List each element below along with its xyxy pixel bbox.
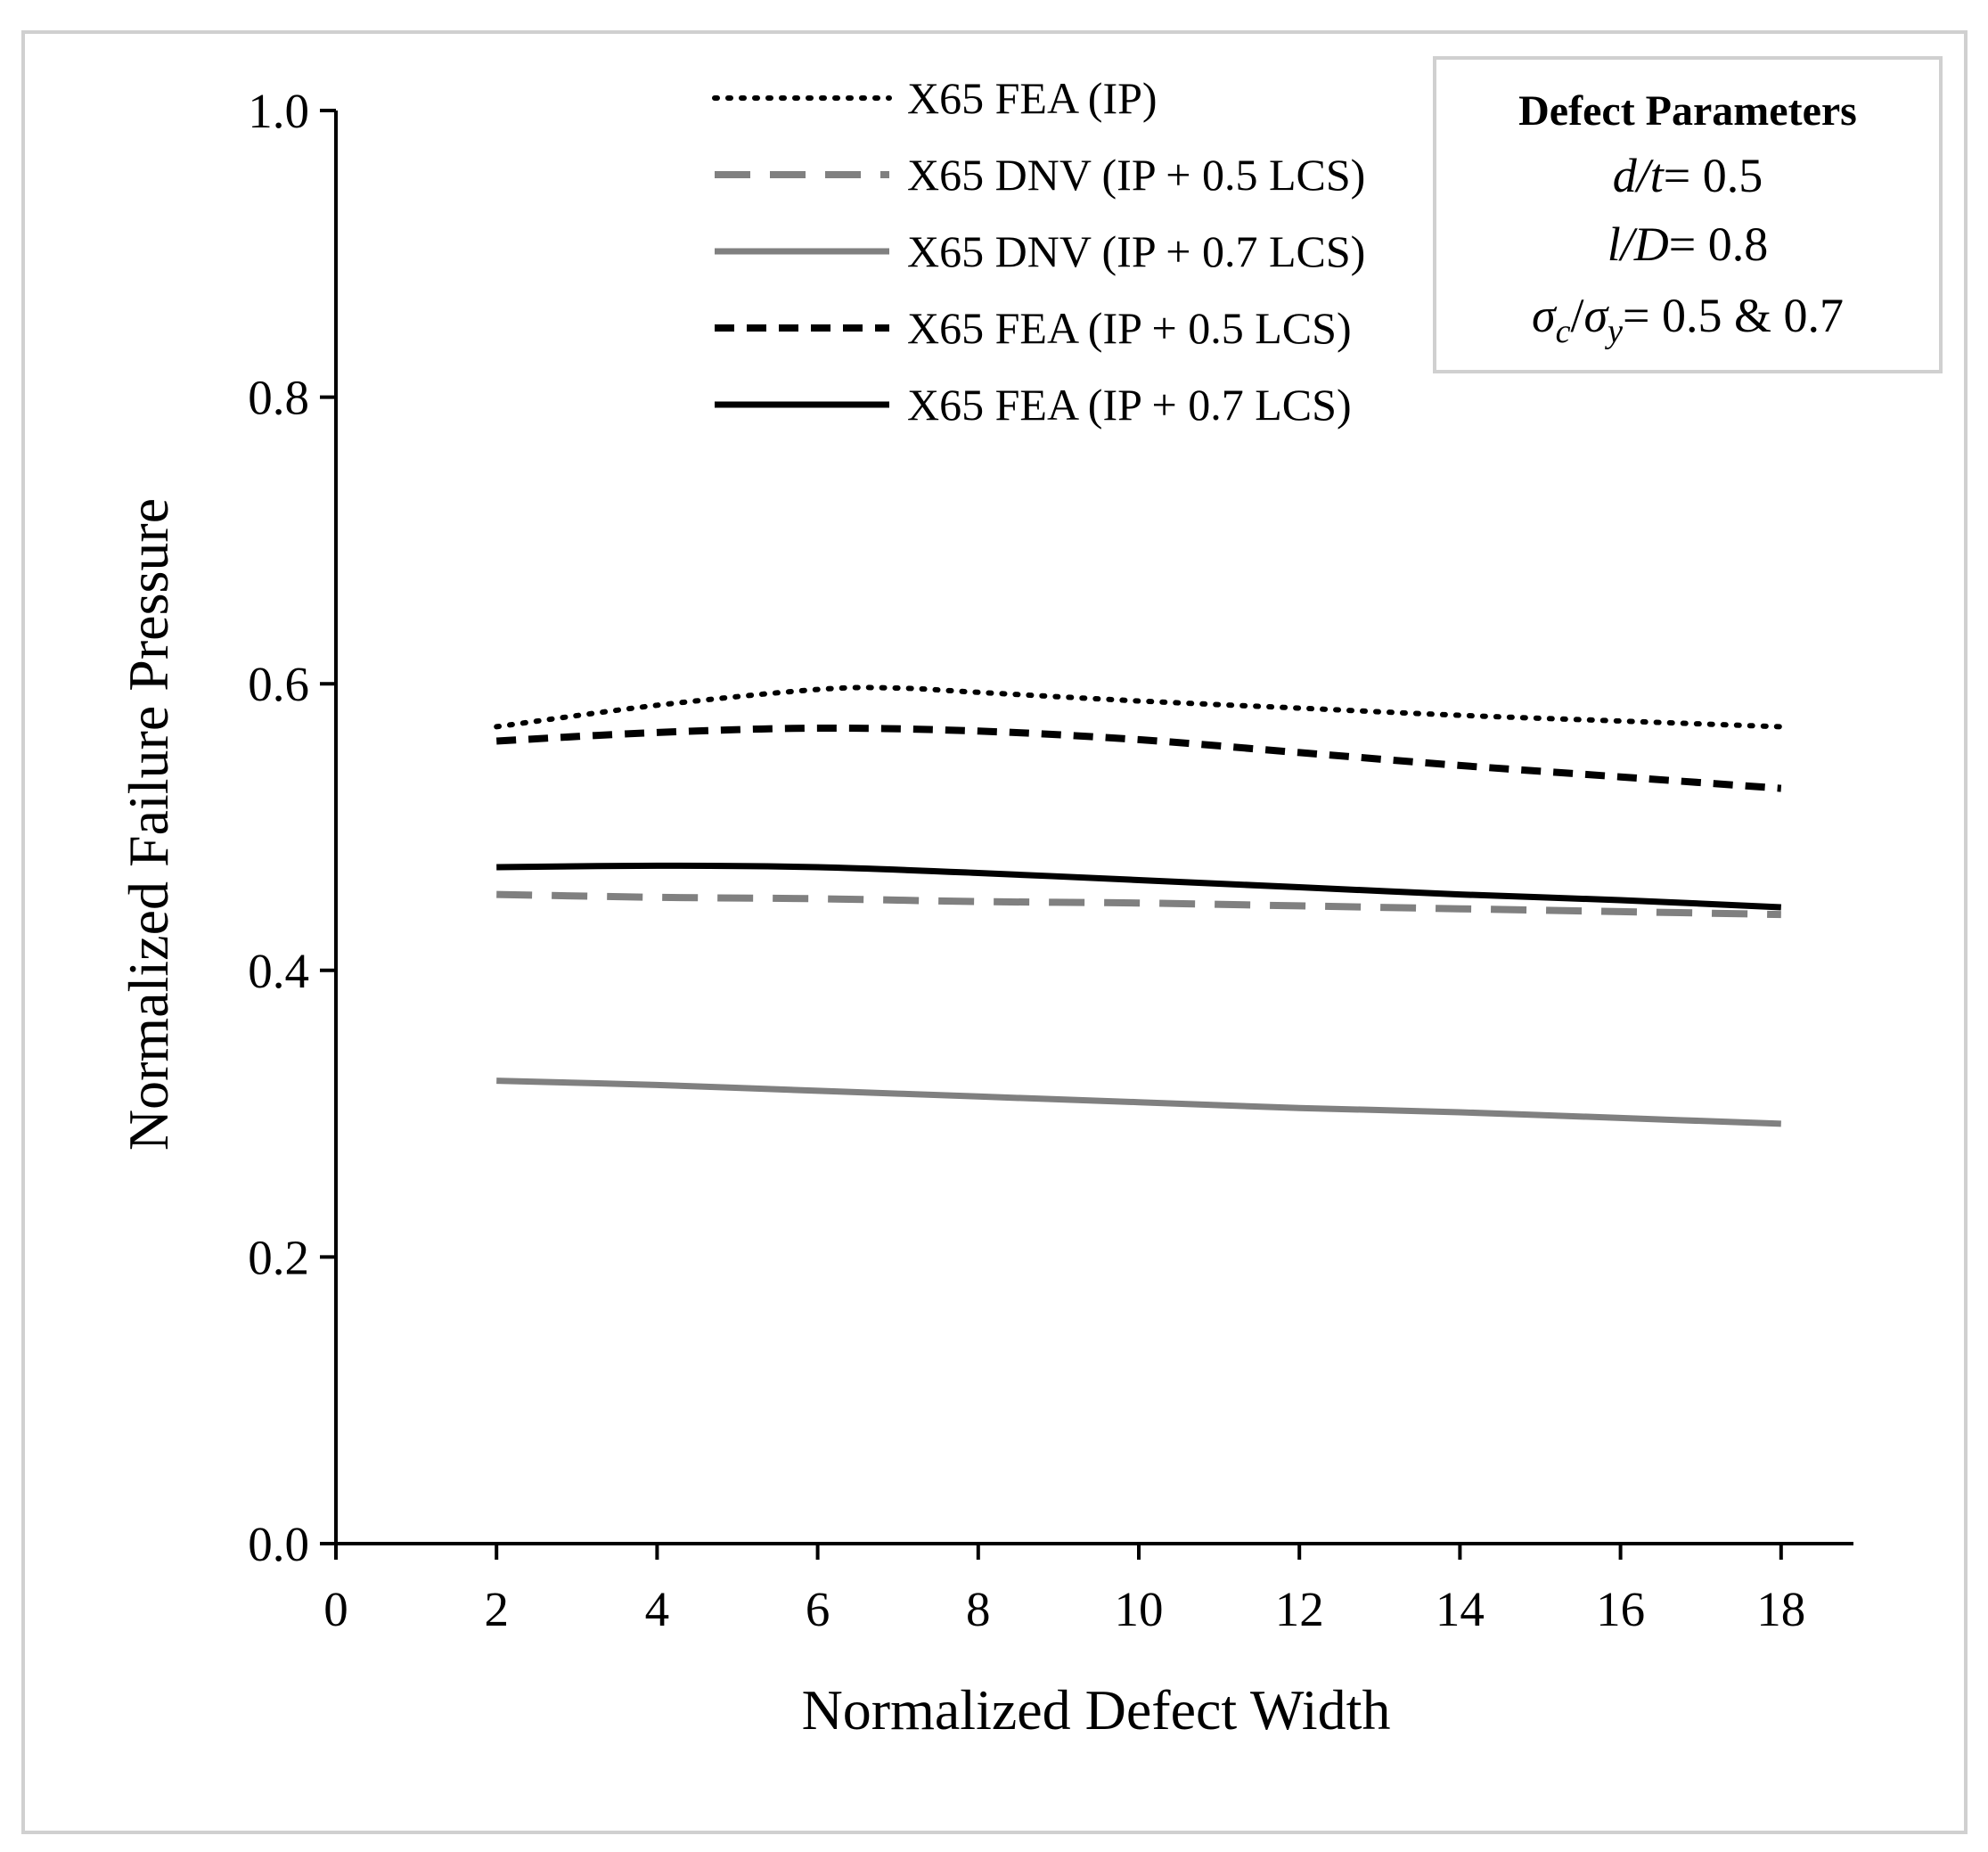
y-tick-label: 0.2 xyxy=(248,1230,309,1284)
legend: X65 FEA (IP) X65 DNV (IP + 0.5 LCS) X65 DN… xyxy=(712,73,1365,430)
param-length-ratio: l/D= 0.8 xyxy=(1608,217,1768,271)
x-tick-label: 14 xyxy=(1436,1582,1485,1636)
y-tick-label: 0.0 xyxy=(248,1517,309,1571)
param-depth-ratio: d/t= 0.5 xyxy=(1613,149,1763,202)
series-layer xyxy=(494,684,1784,1127)
legend-label-x65-fea-ip-0-5-lcs: X65 FEA (IP + 0.5 LCS) xyxy=(907,303,1352,353)
legend-label-x65-fea-ip-0-7-lcs: X65 FEA (IP + 0.7 LCS) xyxy=(907,380,1352,430)
x-tick-label: 18 xyxy=(1756,1582,1805,1636)
x-axis-ticks: 0 2 4 6 8 10 12 14 16 18 xyxy=(323,1544,1805,1636)
defect-parameters-frame xyxy=(1433,56,1943,373)
series-line-x65-fea-ip xyxy=(494,684,1784,730)
series-line-x65-fea-ip-0-5-lcs xyxy=(495,724,1782,792)
y-tick-label: 0.4 xyxy=(248,944,309,998)
x-tick-label: 4 xyxy=(645,1582,670,1636)
x-tick-label: 16 xyxy=(1596,1582,1645,1636)
series-line-x65-dnv-ip-0-5-lcs xyxy=(496,890,1781,919)
x-tick-label: 12 xyxy=(1275,1582,1324,1636)
defect-parameters-box: Defect Parameters d/t= 0.5 l/D= 0.8 σc/σ… xyxy=(1433,56,1943,373)
x-tick-label: 0 xyxy=(323,1582,348,1636)
y-tick-label: 0.6 xyxy=(248,657,309,711)
x-tick-label: 6 xyxy=(806,1582,830,1636)
x-tick-label: 2 xyxy=(484,1582,509,1636)
series-line-x65-dnv-ip-0-7-lcs xyxy=(496,1078,1781,1127)
x-tick-label: 10 xyxy=(1115,1582,1164,1636)
y-axis-title: Normalized Failure Pressure xyxy=(117,498,180,1151)
y-tick-label: 1.0 xyxy=(248,84,309,138)
axes xyxy=(334,111,1853,1545)
defect-parameters-title: Defect Parameters xyxy=(1518,87,1857,135)
legend-label-x65-dnv-ip-0-7-lcs: X65 DNV (IP + 0.7 LCS) xyxy=(907,226,1365,276)
y-axis-ticks: 0.0 0.2 0.4 0.6 0.8 1.0 xyxy=(248,84,336,1571)
series-line-x65-fea-ip-0-7-lcs xyxy=(496,862,1781,911)
param-stress-ratio: σc/σy= 0.5 & 0.7 xyxy=(1532,289,1844,350)
x-axis-title: Normalized Defect Width xyxy=(802,1678,1391,1741)
legend-label-x65-dnv-ip-0-5-lcs: X65 DNV (IP + 0.5 LCS) xyxy=(907,150,1365,200)
y-tick-label: 0.8 xyxy=(248,371,309,425)
x-tick-label: 8 xyxy=(966,1582,991,1636)
legend-label-x65-fea-ip: X65 FEA (IP) xyxy=(907,73,1158,123)
